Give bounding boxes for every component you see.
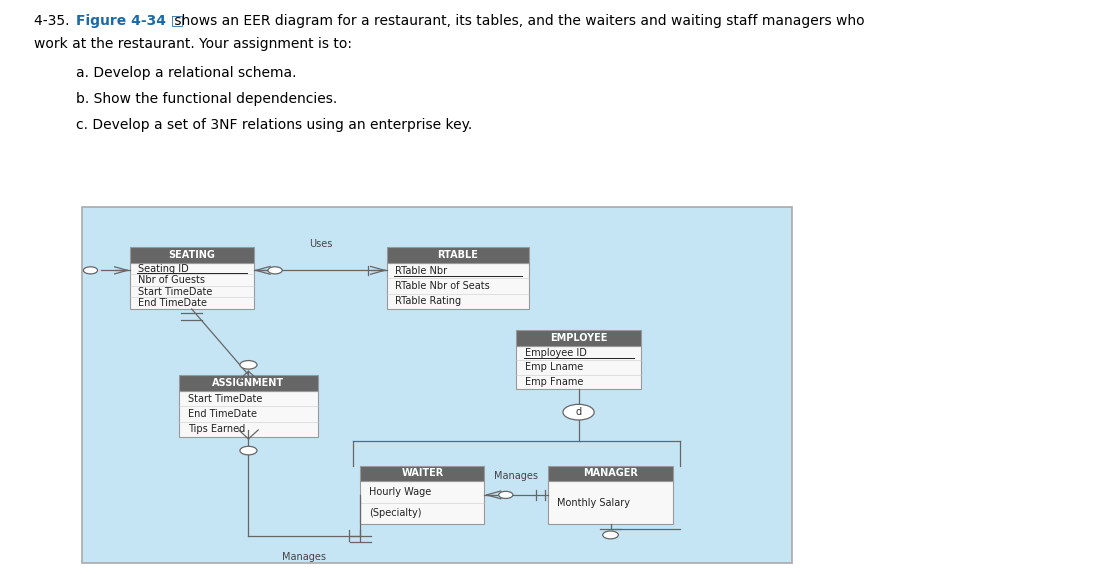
Text: RTable Rating: RTable Rating (396, 296, 462, 307)
Text: Nbr of Guests: Nbr of Guests (138, 275, 205, 285)
Text: b. Show the functional dependencies.: b. Show the functional dependencies. (76, 92, 338, 106)
Circle shape (268, 267, 282, 274)
Text: Employee ID: Employee ID (525, 348, 587, 358)
FancyBboxPatch shape (82, 207, 792, 563)
Text: RTable Nbr of Seats: RTable Nbr of Seats (396, 281, 490, 291)
Text: ASSIGNMENT: ASSIGNMENT (212, 378, 284, 388)
FancyBboxPatch shape (387, 263, 529, 309)
Text: Manages: Manages (494, 471, 539, 480)
Text: a. Develop a relational schema.: a. Develop a relational schema. (76, 66, 296, 80)
Text: MANAGER: MANAGER (584, 468, 638, 478)
Circle shape (563, 404, 594, 420)
Text: End TimeDate: End TimeDate (188, 409, 257, 419)
Text: Emp Lname: Emp Lname (525, 362, 584, 373)
Text: WAITER: WAITER (401, 468, 444, 478)
Text: Emp Fname: Emp Fname (525, 377, 584, 387)
Text: c. Develop a set of 3NF relations using an enterprise key.: c. Develop a set of 3NF relations using … (76, 118, 472, 131)
Text: 4-35.: 4-35. (34, 14, 74, 28)
Text: Tips Earned: Tips Earned (188, 424, 245, 435)
Circle shape (603, 531, 618, 539)
FancyBboxPatch shape (517, 330, 641, 346)
Text: (Specialty): (Specialty) (369, 509, 421, 518)
FancyBboxPatch shape (130, 247, 254, 263)
Text: RTABLE: RTABLE (437, 250, 479, 260)
Text: d: d (576, 407, 581, 417)
FancyBboxPatch shape (549, 466, 673, 481)
FancyBboxPatch shape (130, 263, 254, 309)
Circle shape (499, 491, 513, 498)
FancyBboxPatch shape (387, 247, 529, 263)
FancyBboxPatch shape (517, 346, 641, 389)
Text: work at the restaurant. Your assignment is to:: work at the restaurant. Your assignment … (34, 37, 351, 51)
Text: Figure 4-34 □: Figure 4-34 □ (76, 14, 184, 28)
Text: Seating ID: Seating ID (138, 263, 189, 274)
FancyBboxPatch shape (360, 481, 484, 524)
Text: Uses: Uses (309, 239, 332, 249)
Text: Start TimeDate: Start TimeDate (188, 394, 262, 404)
Text: Hourly Wage: Hourly Wage (369, 487, 432, 497)
FancyBboxPatch shape (179, 391, 318, 437)
Text: SEATING: SEATING (168, 250, 215, 260)
Text: EMPLOYEE: EMPLOYEE (550, 333, 607, 343)
Text: Manages: Manages (283, 552, 326, 562)
FancyBboxPatch shape (360, 466, 484, 481)
Text: Monthly Salary: Monthly Salary (557, 498, 629, 507)
Text: End TimeDate: End TimeDate (138, 298, 207, 308)
Text: Start TimeDate: Start TimeDate (138, 286, 212, 297)
FancyBboxPatch shape (179, 375, 318, 391)
Circle shape (84, 267, 97, 274)
Circle shape (240, 360, 257, 369)
Text: RTable Nbr: RTable Nbr (396, 266, 447, 276)
Text: shows an EER diagram for a restaurant, its tables, and the waiters and waiting s: shows an EER diagram for a restaurant, i… (170, 14, 864, 28)
FancyBboxPatch shape (549, 481, 673, 524)
Circle shape (240, 447, 257, 455)
